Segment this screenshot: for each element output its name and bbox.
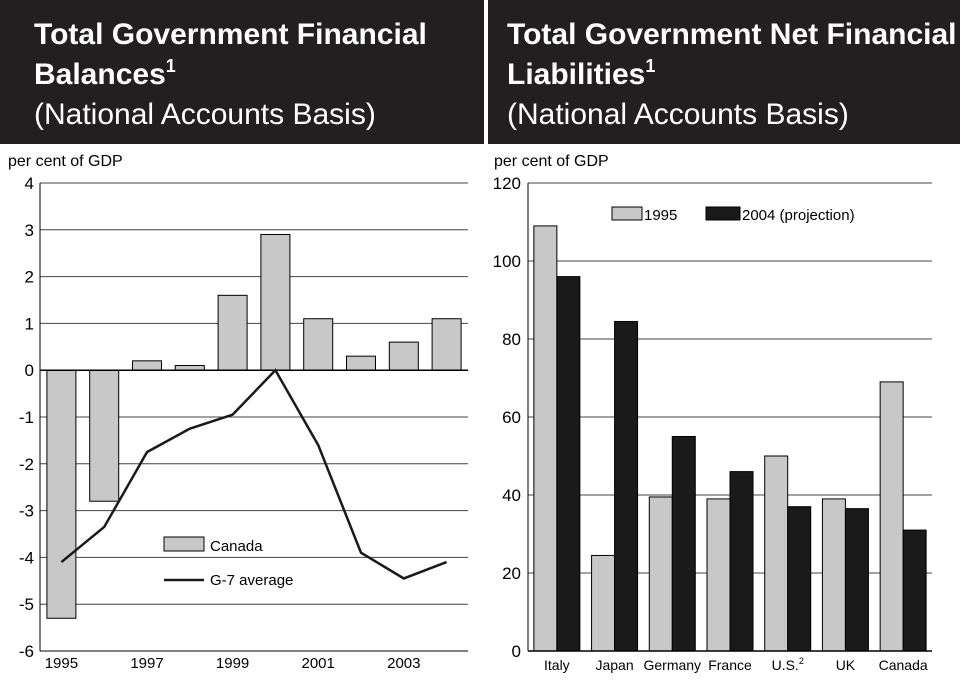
right-xtick-label: U.S.2 — [772, 656, 804, 673]
right-bar-1995 — [649, 497, 672, 651]
legend-label-1995: 1995 — [644, 207, 677, 224]
right-bar-2004 — [903, 530, 926, 651]
left-xtick-label: 2001 — [302, 655, 335, 672]
right-bar-1995 — [534, 226, 557, 651]
right-subtitle: (National Accounts Basis) — [507, 98, 849, 131]
left-ytick-label: -4 — [19, 548, 34, 567]
right-bar-2004 — [730, 472, 753, 651]
right-bar-1995 — [707, 499, 730, 651]
right-xtick-label-text: Italy — [544, 657, 570, 673]
right-title-line1: Total Government Net Financial — [507, 18, 957, 51]
right-bar-2004 — [615, 321, 638, 651]
legend-swatch-canada — [164, 537, 204, 551]
right-ytick-label: 100 — [493, 252, 521, 271]
left-ytick-label: 1 — [25, 314, 34, 333]
left-xtick-label: 1997 — [130, 655, 163, 672]
left-bar-canada — [133, 361, 162, 370]
right-xtick-label-text: U.S. — [772, 657, 799, 673]
left-xtick-label: 1995 — [45, 655, 78, 672]
right-ylabel: per cent of GDP — [494, 153, 609, 170]
left-title-line2-text: Balances — [34, 58, 166, 91]
right-bar-2004 — [845, 509, 868, 651]
legend-label-canada: Canada — [210, 538, 263, 555]
right-xtick-label: Canada — [879, 657, 928, 673]
right-xtick-label: UK — [836, 657, 856, 673]
right-ytick-label: 60 — [502, 408, 521, 427]
right-ytick-label: 0 — [512, 642, 521, 661]
legend-label-2004: 2004 (projection) — [742, 207, 855, 224]
left-bar-canada — [261, 234, 290, 370]
left-bar-canada — [389, 342, 418, 370]
right-title-sup: 1 — [645, 56, 655, 76]
left-bar-canada — [218, 295, 247, 370]
right-xtick-label: Japan — [595, 657, 633, 673]
left-title-line2: Balances1 — [34, 56, 176, 91]
right-xtick-label-sup: 2 — [799, 656, 804, 666]
left-title-sup: 1 — [166, 56, 176, 76]
left-bar-canada — [432, 319, 461, 370]
left-xtick-label: 2003 — [387, 655, 420, 672]
right-xtick-label-text: Germany — [643, 657, 701, 673]
right-xtick-label-text: Canada — [879, 657, 928, 673]
right-xtick-label-text: Japan — [595, 657, 633, 673]
left-ytick-label: 0 — [25, 361, 34, 380]
legend-swatch-1995 — [612, 207, 642, 220]
left-ytick-label: 4 — [25, 174, 34, 193]
left-xtick-label: 1999 — [216, 655, 249, 672]
left-ytick-label: -5 — [19, 595, 34, 614]
right-ytick-label: 20 — [502, 564, 521, 583]
right-bar-1995 — [880, 382, 903, 651]
left-bar-canada — [47, 370, 76, 618]
left-bar-canada — [90, 370, 119, 501]
right-title-line2: Liabilities1 — [507, 56, 655, 91]
right-title-line2-text: Liabilities — [507, 58, 645, 91]
panel-divider — [484, 0, 488, 683]
left-ytick-label: -2 — [19, 455, 34, 474]
left-ytick-label: 2 — [25, 268, 34, 287]
left-ytick-label: 3 — [25, 221, 34, 240]
right-bar-1995 — [822, 499, 845, 651]
right-xtick-label: France — [708, 657, 752, 673]
left-ytick-label: -6 — [19, 642, 34, 661]
left-subtitle: (National Accounts Basis) — [34, 98, 376, 131]
right-ytick-label: 40 — [502, 486, 521, 505]
right-bar-1995 — [592, 555, 615, 651]
left-chart: 4 3 2 1 0 -1 -2 -3 -4 -5 -6 1995 1997 1999 2001 2003 Can… — [19, 174, 468, 672]
right-xtick-label: Italy — [544, 657, 570, 673]
right-chart: 120 100 80 60 40 20 0 Italy Japan Germany France U.… — [493, 174, 932, 673]
right-bar-2004 — [557, 277, 580, 651]
left-ytick-label: -3 — [19, 502, 34, 521]
right-xtick-label: Germany — [643, 657, 701, 673]
right-ytick-label: 80 — [502, 330, 521, 349]
right-ytick-label: 120 — [493, 174, 521, 193]
right-xtick-label-text: France — [708, 657, 752, 673]
left-ytick-label: -1 — [19, 408, 34, 427]
right-bar-1995 — [765, 456, 788, 651]
left-title-line1: Total Government Financial — [34, 18, 427, 51]
right-bar-2004 — [672, 437, 695, 652]
right-bar-2004 — [788, 507, 811, 651]
legend-swatch-2004 — [706, 207, 740, 220]
right-xtick-label-text: UK — [836, 657, 856, 673]
left-ylabel: per cent of GDP — [8, 153, 123, 170]
left-bar-canada — [304, 319, 333, 370]
left-bar-canada — [347, 356, 376, 370]
legend-label-g7: G-7 average — [210, 572, 293, 589]
